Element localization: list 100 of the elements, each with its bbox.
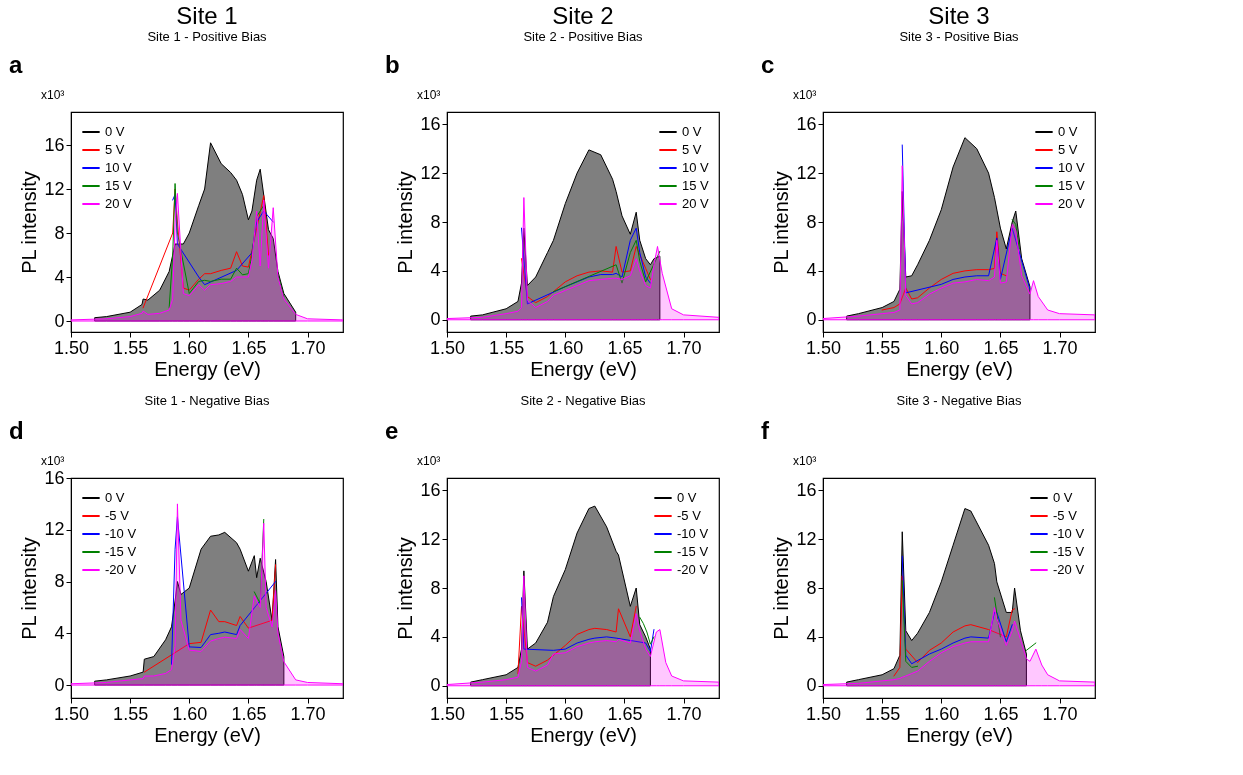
x-axis-title: Energy (eV) — [530, 723, 637, 746]
line-series — [552, 239, 661, 293]
legend-label: -5 V — [105, 508, 130, 523]
x-tick-label: 1.60 — [548, 337, 584, 358]
legend-label: 15 V — [1058, 178, 1086, 193]
x-tick-label: 1.55 — [489, 337, 525, 358]
x-tick-label: 1.50 — [429, 703, 466, 724]
y-axis-title: PL intensity — [394, 171, 417, 274]
y-tick-label: 4 — [430, 626, 441, 647]
y-tick-label: 4 — [54, 622, 65, 643]
y-tick-label: 0 — [430, 309, 441, 330]
y-tick-label: 0 — [430, 675, 441, 696]
x-axis-title: Energy (eV) — [154, 723, 261, 746]
y-tick-label: 12 — [420, 162, 441, 183]
x-axis-title: Energy (eV) — [154, 357, 261, 380]
y-axis-title: PL intensity — [18, 171, 41, 274]
line-series — [521, 245, 651, 304]
chart-title: Site 1 — [176, 2, 238, 29]
chart-title: Site 3 — [928, 2, 990, 29]
y-tick-label: 4 — [54, 266, 65, 287]
x-tick-label: 1.65 — [983, 337, 1019, 358]
line-series — [172, 194, 274, 286]
x-tick-label: 1.55 — [865, 337, 901, 358]
legend-label: -5 V — [1053, 508, 1078, 523]
text: f — [761, 417, 770, 444]
y-axis-title: PL intensity — [770, 537, 793, 640]
y-axis-title: PL intensity — [394, 537, 417, 640]
chart-subtitle: Site 3 - Positive Bias — [899, 29, 1020, 44]
line-series — [639, 616, 655, 645]
y-tick-label: 0 — [806, 675, 817, 696]
chart-subtitle: Site 2 - Positive Bias — [523, 29, 644, 44]
y-tick-label: 8 — [54, 571, 65, 592]
x-tick-label: 1.60 — [548, 703, 584, 724]
chart-title: Site 2 — [552, 2, 614, 29]
line-series — [901, 144, 1031, 294]
legend-label: 5 V — [682, 142, 702, 157]
legend-label: 0 V — [1058, 124, 1078, 139]
x-tick-label: 1.60 — [172, 703, 208, 724]
chart-title: Site 3 - Negative Bias — [896, 393, 1022, 408]
legend-label: 10 V — [105, 160, 133, 175]
y-tick-label: 8 — [430, 211, 441, 232]
x-tick-label: 1.50 — [805, 703, 842, 724]
y-tick-label: 8 — [806, 577, 817, 598]
y-tick-label: 0 — [54, 674, 65, 695]
legend-label: 5 V — [105, 142, 125, 157]
x-tick-label: 1.65 — [607, 703, 643, 724]
text: d — [9, 417, 24, 444]
y-tick-label: 4 — [806, 626, 817, 647]
line-series — [143, 564, 277, 673]
x-tick-label: 1.50 — [429, 337, 466, 358]
legend-label: -15 V — [105, 544, 137, 559]
y-tick-label: 12 — [44, 178, 65, 199]
y-axis-title: PL intensity — [770, 171, 793, 274]
legend-label: 0 V — [1053, 490, 1073, 505]
legend-label: 15 V — [682, 178, 710, 193]
x-tick-label: 1.65 — [231, 703, 267, 724]
line-series — [517, 605, 637, 675]
legend-label: 20 V — [105, 196, 133, 211]
text: x10³ — [417, 88, 441, 102]
y-tick-label: 4 — [430, 260, 441, 281]
x-tick-label: 1.70 — [1042, 703, 1078, 724]
chart-title: Site 2 - Negative Bias — [520, 393, 646, 408]
text: a — [9, 51, 23, 78]
y-tick-label: 0 — [54, 310, 65, 331]
legend-label: -20 V — [1053, 562, 1085, 577]
y-tick-label: 12 — [796, 528, 817, 549]
legend-label: -10 V — [677, 526, 709, 541]
legend-label: 10 V — [1058, 160, 1086, 175]
line-series — [171, 516, 277, 665]
y-tick-label: 8 — [430, 577, 441, 598]
y-tick-label: 16 — [44, 467, 65, 488]
y-tick-label: 8 — [806, 211, 817, 232]
text: b — [385, 51, 400, 78]
x-tick-label: 1.50 — [53, 703, 90, 724]
legend-label: -20 V — [677, 562, 709, 577]
x-tick-label: 1.55 — [489, 703, 525, 724]
y-tick-label: 16 — [796, 113, 817, 134]
x-tick-label: 1.55 — [113, 337, 149, 358]
x-tick-label: 1.70 — [666, 337, 702, 358]
legend-label: 0 V — [105, 124, 125, 139]
legend-label: -15 V — [677, 544, 709, 559]
legend-label: 20 V — [682, 196, 710, 211]
x-tick-label: 1.60 — [924, 337, 960, 358]
x-tick-label: 1.55 — [113, 703, 149, 724]
x-axis-title: Energy (eV) — [530, 357, 637, 380]
x-tick-label: 1.50 — [805, 337, 842, 358]
legend-label: -15 V — [1053, 544, 1085, 559]
x-tick-label: 1.65 — [231, 337, 267, 358]
y-tick-label: 4 — [806, 260, 817, 281]
x-tick-label: 1.65 — [607, 337, 643, 358]
line-series — [881, 231, 1007, 311]
line-series — [893, 575, 1016, 677]
text: x10³ — [793, 88, 817, 102]
y-tick-label: 12 — [420, 528, 441, 549]
x-tick-label: 1.60 — [924, 703, 960, 724]
x-tick-label: 1.70 — [1042, 337, 1078, 358]
y-tick-label: 16 — [44, 134, 65, 155]
legend-label: 0 V — [682, 124, 702, 139]
x-tick-label: 1.60 — [172, 337, 208, 358]
x-tick-label: 1.70 — [290, 703, 326, 724]
